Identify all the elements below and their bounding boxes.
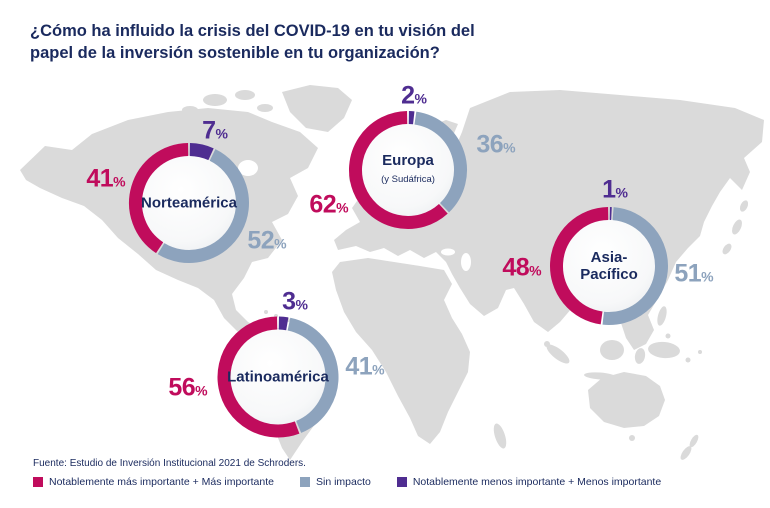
landmass-new-guinea: [648, 341, 680, 359]
landmass-sumatra: [546, 344, 570, 364]
landmass-tasmania: [629, 435, 635, 441]
landmass-australia: [588, 372, 665, 428]
water-caspian-sea: [461, 253, 471, 271]
donut-segment-europa-sin: [414, 111, 467, 213]
legend-swatch-sin-impacto: [299, 477, 310, 487]
donut-segment-norteamerica-menos: [189, 143, 214, 161]
landmass-japan: [739, 200, 749, 212]
donut-segment-latinoamerica-sin: [287, 317, 339, 433]
donut-hole-norteamerica: [141, 155, 237, 251]
donut-hole-latinoamerica: [229, 328, 327, 426]
landmass-arctic-islands: [182, 106, 198, 114]
landmass-arctic-islands: [235, 90, 255, 100]
donut-segment-norteamerica-sin: [157, 149, 249, 263]
donut-segment-asia-pacifico-sin: [602, 207, 668, 325]
landmass-japan: [732, 219, 742, 235]
landmass-pacific-island: [698, 350, 702, 354]
legend-label-mas: Notablemente más importante + Más import…: [49, 476, 274, 488]
landmass-philippines: [657, 306, 667, 326]
landmass-arctic-islands: [203, 94, 227, 106]
donut-segment-asia-pacifico-mas: [550, 207, 609, 325]
legend: Notablemente más importante + Más import…: [33, 476, 661, 488]
donut-segment-latinoamerica-menos: [278, 316, 289, 331]
water-hudson-bay: [238, 160, 258, 176]
donut-hole-europa: [361, 123, 455, 217]
landmass-arctic-islands: [257, 104, 273, 112]
donut-segment-norteamerica-mas: [129, 143, 189, 254]
source-text: Fuente: Estudio de Inversión Institucion…: [33, 458, 306, 469]
donut-segment-europa-mas: [349, 111, 448, 229]
legend-label-menos: Notablemente menos importante + Menos im…: [412, 476, 662, 488]
landmass-new-zealand: [680, 446, 692, 460]
landmass-new-zealand: [689, 434, 699, 448]
donut-hole-asia-pacifico: [562, 219, 656, 313]
water-black-sea: [441, 248, 455, 256]
legend-item-menos: Notablemente menos importante + Menos im…: [396, 476, 662, 488]
landmass-africa: [332, 258, 470, 444]
landmass-borneo: [600, 340, 624, 360]
landmass-japan: [722, 243, 732, 255]
legend-label-sin-impacto: Sin impacto: [315, 476, 371, 488]
landmass-caribbean: [264, 310, 268, 314]
landmass-philippines: [665, 333, 671, 339]
landmass-pacific-island: [685, 357, 691, 363]
legend-swatch-mas: [33, 477, 43, 487]
landmass-greenland: [282, 85, 352, 132]
legend-item-sin-impacto: Sin impacto: [299, 476, 371, 488]
legend-item-mas: Notablemente más importante + Más import…: [33, 476, 274, 488]
landmass-sulawesi: [634, 348, 646, 364]
donut-segment-latinoamerica-mas: [217, 316, 300, 438]
legend-swatch-menos: [396, 477, 407, 487]
landmass-madagascar: [493, 423, 507, 449]
